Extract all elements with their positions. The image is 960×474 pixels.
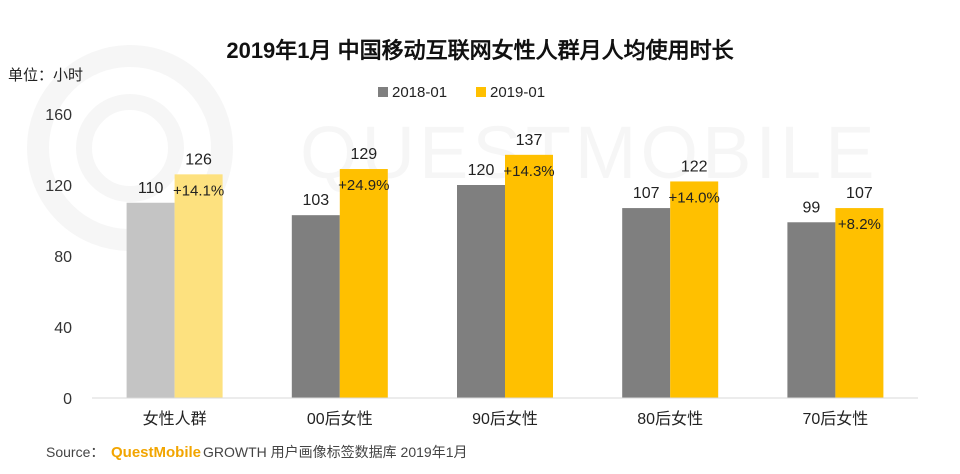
category-label: 女性人群 [143, 409, 207, 428]
legend-swatch-2019 [476, 87, 486, 97]
bar-value-label: 110 [138, 180, 164, 197]
bar-2019-01 [174, 174, 223, 398]
category-label: 00后女性 [307, 409, 373, 428]
bar-value-label: 120 [468, 162, 495, 179]
bar-2019-01 [835, 208, 884, 398]
chart-title: 2019年1月 中国移动互联网女性人群月人均使用时长 [226, 38, 734, 63]
bar-2019-01 [339, 169, 388, 398]
y-axis-unit-label: 单位：小时 [8, 67, 83, 84]
bar-value-label: 126 [185, 151, 212, 168]
legend-label-2019: 2019-01 [490, 84, 545, 101]
bar-value-label: 137 [516, 132, 543, 149]
bar-value-label: 129 [350, 146, 377, 163]
category-label: 90后女性 [472, 409, 538, 428]
growth-label: +24.9% [338, 177, 389, 194]
category-label: 80后女性 [637, 409, 703, 428]
bar-value-label: 122 [681, 158, 708, 175]
category-label: 70后女性 [802, 409, 868, 428]
bar-2018-01 [126, 202, 175, 398]
y-tick-label: 80 [54, 249, 72, 266]
x-axis-categories: 女性人群 00后女性 90后女性 80后女性 70后女性 [143, 409, 869, 428]
source-prefix: Source： [46, 444, 104, 460]
bar-2018-01 [622, 208, 671, 398]
growth-label: +14.0% [669, 189, 720, 206]
legend-swatch-2018 [378, 87, 388, 97]
growth-label: +14.3% [503, 163, 554, 180]
bar-2018-01 [457, 185, 505, 398]
bar-2019-01 [670, 181, 719, 398]
bar-2018-01 [787, 222, 836, 398]
bar-value-label: 103 [302, 192, 329, 209]
legend: 2018-01 2019-01 [378, 84, 545, 101]
legend-label-2018: 2018-01 [392, 84, 447, 101]
y-tick-label: 40 [54, 320, 72, 337]
bar-2019-01 [505, 154, 553, 398]
source-brand: QuestMobile [111, 444, 201, 461]
growth-label: +8.2% [838, 216, 881, 233]
bars: 110 126 +14.1% 103 129 +24.9% 120 137 +14.3% 107 1… [126, 132, 884, 398]
y-tick-label: 120 [45, 178, 72, 195]
y-axis: 0 40 80 120 160 [45, 107, 72, 408]
bar-value-label: 99 [803, 199, 821, 216]
growth-label: +14.1% [173, 182, 224, 199]
bar-value-label: 107 [846, 185, 873, 202]
y-tick-label: 160 [45, 107, 72, 124]
bar-2018-01 [291, 215, 340, 398]
y-tick-label: 0 [63, 391, 72, 408]
bar-value-label: 107 [633, 185, 660, 202]
source-text: GROWTH 用户画像标签数据库 2019年1月 [203, 444, 467, 460]
